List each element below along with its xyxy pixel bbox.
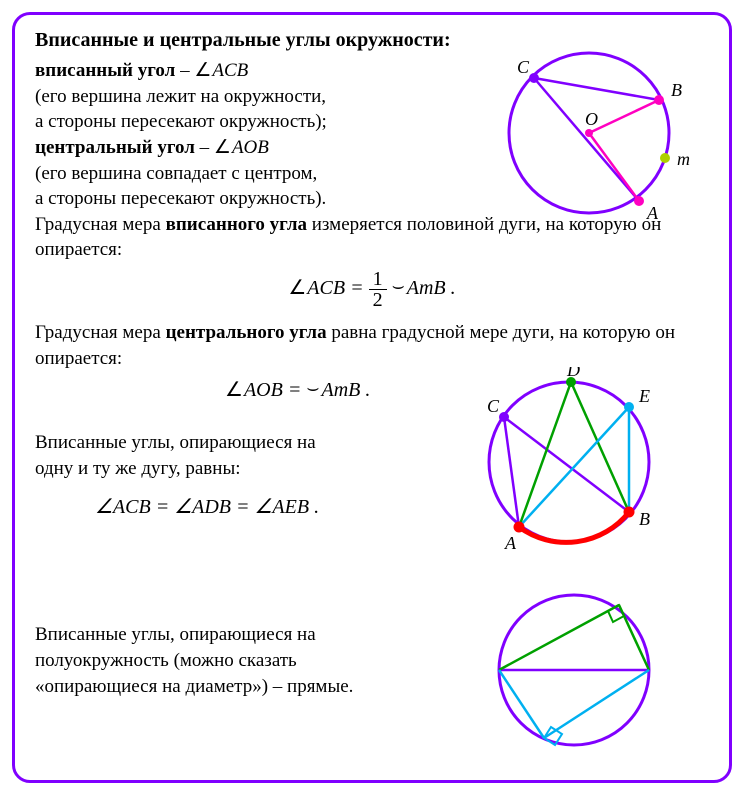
label-E: E [638,386,650,406]
measure1: Градусная мера вписанного угла измеряетс… [35,212,709,263]
label-C2: C [487,396,500,416]
inscribed-sym: ACB [194,60,248,81]
central-name: центральный угол [35,137,195,158]
inscribed-block: вписанный угол – ACB (его вершина лежит … [35,58,455,212]
central-desc1: (его вершина совпадает с центром, [35,161,455,187]
central-desc2: а стороны пересекают окружность). [35,186,455,212]
inscribed-desc2: а стороны пересекают окружность); [35,109,455,135]
figure-2: C D E A B [469,367,689,562]
inscribed-name: вписанный угол [35,60,175,81]
card: Вписанные и центральные углы окружности:… [12,12,732,783]
dash: – [180,60,194,81]
dash: – [200,137,214,158]
figure-3 [479,590,679,755]
formula-1: ACB = 12 AmB . [35,269,709,310]
measure2: Градусная мера центрального угла равна г… [35,320,709,371]
label-A2: A [504,533,517,553]
central-sym: AOB [214,137,269,158]
label-B2: B [639,509,650,529]
label-D: D [566,367,580,380]
inscribed-desc1: (его вершина лежит на окружности, [35,84,455,110]
